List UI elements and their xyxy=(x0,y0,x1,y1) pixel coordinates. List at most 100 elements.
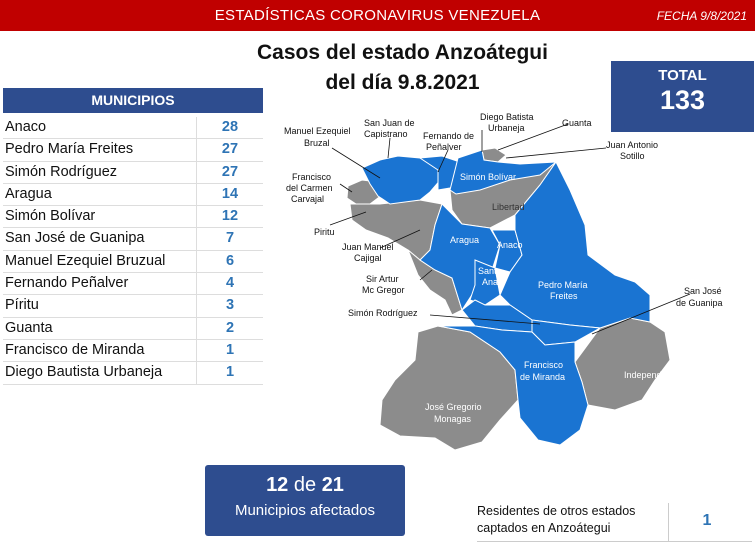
affected-total: 21 xyxy=(321,474,344,496)
label-juan-antonio-1: Juan Antonio xyxy=(606,140,658,150)
label-san-jose-1: San José xyxy=(684,286,722,296)
table-row: Simón Rodríguez 27 xyxy=(3,161,263,184)
label-diego-1: Diego Batista xyxy=(480,112,534,122)
municipio-cases: 28 xyxy=(221,119,239,135)
label-fernando-2: Peñalver xyxy=(426,142,462,152)
total-value: 133 xyxy=(659,85,706,115)
row-divider xyxy=(196,228,197,250)
municipio-name: Fernando Peñalver xyxy=(5,275,129,292)
table-row: Fernando Peñalver 4 xyxy=(3,273,263,296)
municipio-cases: 12 xyxy=(221,208,239,225)
row-divider xyxy=(196,362,197,384)
label-fernando-1: Fernando de xyxy=(423,131,474,141)
total-label: TOTAL xyxy=(658,67,707,84)
municipio-name: Anaco xyxy=(5,119,47,135)
municipio-name: Francisco de Miranda xyxy=(5,341,145,358)
table-row: Píritu 3 xyxy=(3,295,263,318)
residents-bottom-rule xyxy=(477,541,752,542)
label-pedro-maria-1: Pedro María xyxy=(538,280,588,290)
row-divider xyxy=(196,250,197,273)
anzoategui-map: Manuel Ezequiel Bruzal San Juan de Capis… xyxy=(284,112,723,451)
residents-divider xyxy=(668,503,669,541)
label-juan-manuel-1: Juan Manuel xyxy=(342,242,394,252)
affected-box: 12 de 21 Municipios afectados xyxy=(205,465,405,536)
municipio-name: Diego Bautista Urbaneja xyxy=(5,364,163,381)
table-row: Manuel Ezequiel Bruzual 6 xyxy=(3,250,263,274)
table-row: Simón Bolívar 12 xyxy=(3,206,263,229)
municipio-name: Simón Bolívar xyxy=(5,208,96,225)
municipio-name: Aragua xyxy=(5,185,52,202)
municipio-cases: 14 xyxy=(221,185,239,202)
label-san-juan-1: San Juan de xyxy=(364,118,415,128)
label-diego-2: Urbaneja xyxy=(488,123,525,133)
label-simon-rodriguez: Simón Rodríguez xyxy=(348,308,418,318)
leader-lines xyxy=(329,123,691,335)
label-sir-artur-1: Sir Artur xyxy=(366,274,399,284)
label-sir-artur-2: Mc Gregor xyxy=(362,285,405,295)
region-francisco-miranda xyxy=(437,325,589,446)
label-simon-bolivar: Simón Bolívar xyxy=(460,172,516,182)
table-row: Guanta 2 xyxy=(3,317,263,340)
municipio-name: Manuel Ezequiel Bruzual xyxy=(5,252,166,269)
label-manuel-ezequiel-2: Bruzal xyxy=(304,138,330,148)
residents-line2: captados en Anzoátegui xyxy=(477,521,611,535)
region-simon-bolivar xyxy=(449,149,558,195)
label-juan-manuel-2: Cajigal xyxy=(354,253,382,263)
label-pedro-maria-2: Freites xyxy=(550,291,578,301)
label-san-jose-2: de Guanipa xyxy=(676,298,723,308)
municipio-cases: 2 xyxy=(225,319,235,336)
municipio-name: Guanta xyxy=(5,319,53,336)
municipio-cases: 6 xyxy=(225,252,235,269)
label-francisco-carmen-3: Carvajal xyxy=(291,194,324,204)
header-bar: ESTADÍSTICAS CORONAVIRUS VENEZUELA FECHA… xyxy=(0,0,755,31)
total-box: TOTAL 133 xyxy=(611,61,754,132)
affected-label: Municipios afectados xyxy=(234,502,376,519)
municipio-name: Píritu xyxy=(5,297,39,314)
label-francisco-miranda-1: Francisco xyxy=(524,360,563,370)
municipios-header: MUNICIPIOS xyxy=(3,88,263,113)
municipio-name: Simón Rodríguez xyxy=(5,163,118,180)
row-divider xyxy=(196,139,197,161)
table-row: Aragua 14 xyxy=(3,183,263,207)
label-santa-ana-1: Santa xyxy=(478,266,502,276)
municipio-cases: 27 xyxy=(221,141,239,158)
label-anaco: Anaco xyxy=(497,240,523,250)
affected-count-line: 12 de 21 xyxy=(205,474,405,497)
municipios-table: Anaco 28 Pedro María Freites 27 Simón Rodríg… xyxy=(3,117,263,385)
residents-value: 1 xyxy=(702,512,712,529)
residents-line1: Residentes de otros estados xyxy=(477,504,636,518)
label-jose-gregorio-1: José Gregorio xyxy=(425,402,482,412)
label-santa-ana-2: Ana xyxy=(482,277,498,287)
row-divider xyxy=(196,339,197,362)
row-divider xyxy=(196,161,197,183)
municipio-cases: 1 xyxy=(225,341,235,358)
header-title: ESTADÍSTICAS CORONAVIRUS VENEZUELA xyxy=(214,7,541,24)
row-divider xyxy=(196,273,197,295)
table-row: Diego Bautista Urbaneja 1 xyxy=(3,362,263,385)
row-divider xyxy=(196,206,197,228)
table-row: Pedro María Freites 27 xyxy=(3,139,263,162)
table-row: Anaco 28 xyxy=(3,117,263,140)
label-libertad: Libertad xyxy=(492,202,525,212)
municipio-name: San José de Guanipa xyxy=(5,230,145,247)
residents-label: Residentes de otros estados captados en … xyxy=(477,503,669,541)
table-row: Francisco de Miranda 1 xyxy=(3,339,263,363)
label-manuel-ezequiel-1: Manuel Ezequiel xyxy=(284,126,351,136)
label-independencia: Independencia xyxy=(624,370,683,380)
municipio-cases: 4 xyxy=(225,275,235,292)
municipio-cases: 7 xyxy=(225,230,235,247)
page-title-line2: del día 9.8.2021 xyxy=(325,71,480,94)
label-francisco-carmen-1: Francisco xyxy=(292,172,331,182)
affected-count: 12 xyxy=(266,474,289,496)
row-divider xyxy=(196,183,197,206)
municipio-cases: 27 xyxy=(221,163,239,180)
label-san-juan-2: Capistrano xyxy=(364,129,408,139)
municipio-cases: 1 xyxy=(225,364,235,381)
row-divider xyxy=(196,317,197,339)
row-divider xyxy=(196,117,197,139)
label-francisco-carmen-2: del Carmen xyxy=(286,183,333,193)
page-title-line1: Casos del estado Anzoátegui xyxy=(257,41,548,64)
row-divider xyxy=(196,295,197,317)
municipio-name: Pedro María Freites xyxy=(5,141,134,158)
label-francisco-miranda-2: de Miranda xyxy=(520,372,565,382)
